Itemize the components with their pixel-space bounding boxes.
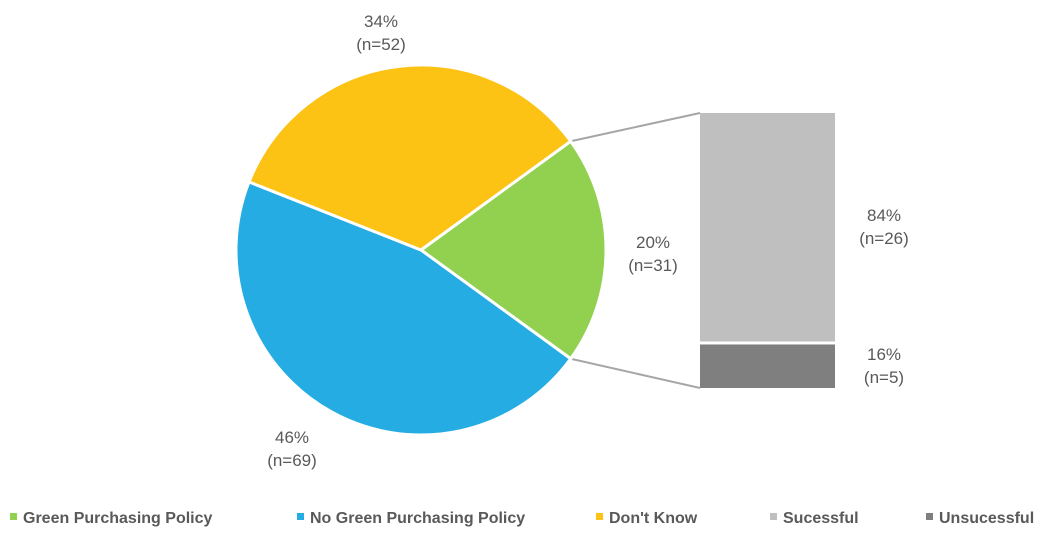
bar-segment-unsucessful [700,344,835,388]
legend-swatch-sucessful [770,513,777,520]
legend-item-don-t-know: Don't Know [596,510,698,527]
bar-label-sucessful-percent: 84% [867,206,901,225]
pie-label-green-purchasing-policy: 20% (n=31) [628,233,678,275]
connector-line-top [570,112,701,143]
connector-lines [570,112,701,389]
legend-label-no-green-purchasing-policy: No Green Purchasing Policy [310,510,525,527]
pie-label-green-purchasing-policy-percent: 20% [636,233,670,252]
pie-label-don-t-know-percent: 34% [364,12,398,31]
pie-label-don-t-know-count: (n=52) [356,35,406,54]
pie [234,63,608,437]
legend-label-green-purchasing-policy: Green Purchasing Policy [23,510,213,527]
bar-segment-sucessful [700,113,835,342]
legend: Green Purchasing Policy No Green Purchasi… [10,510,1034,527]
connector-line-bottom [570,357,701,389]
legend-label-unsucessful: Unsucessful [939,510,1034,527]
pie-label-green-purchasing-policy-count: (n=31) [628,256,678,275]
legend-item-no-green-purchasing-policy: No Green Purchasing Policy [297,510,525,527]
bar-label-sucessful: 84% (n=26) [859,206,909,248]
bar-label-unsucessful-count: (n=5) [864,368,904,387]
legend-swatch-don-t-know [596,513,603,520]
pie-label-don-t-know: 34% (n=52) [356,12,406,54]
bar-label-unsucessful-percent: 16% [867,345,901,364]
stacked-bar [700,113,835,388]
bar-label-sucessful-count: (n=26) [859,229,909,248]
pie-label-no-green-purchasing-policy-count: (n=69) [267,451,317,470]
bar-label-unsucessful: 16% (n=5) [864,345,904,387]
legend-label-don-t-know: Don't Know [609,510,698,527]
legend-swatch-unsucessful [926,513,933,520]
pie-label-no-green-purchasing-policy: 46% (n=69) [267,428,317,470]
legend-item-unsucessful: Unsucessful [926,510,1034,527]
data-labels: 20% (n=31) 46% (n=69) 34% (n=52) 84% (n=26) 16% (… [267,12,909,470]
pie-slice-green-purchasing-policy [419,139,608,361]
legend-swatch-green-purchasing-policy [10,513,17,520]
legend-item-green-purchasing-policy: Green Purchasing Policy [10,510,213,527]
pie-slice-no-green-purchasing-policy [234,180,573,437]
legend-label-sucessful: Sucessful [783,510,859,527]
legend-item-sucessful: Sucessful [770,510,859,527]
pie-slice-don-t-know [247,63,573,252]
pie-label-no-green-purchasing-policy-percent: 46% [275,428,309,447]
legend-swatch-no-green-purchasing-policy [297,513,304,520]
